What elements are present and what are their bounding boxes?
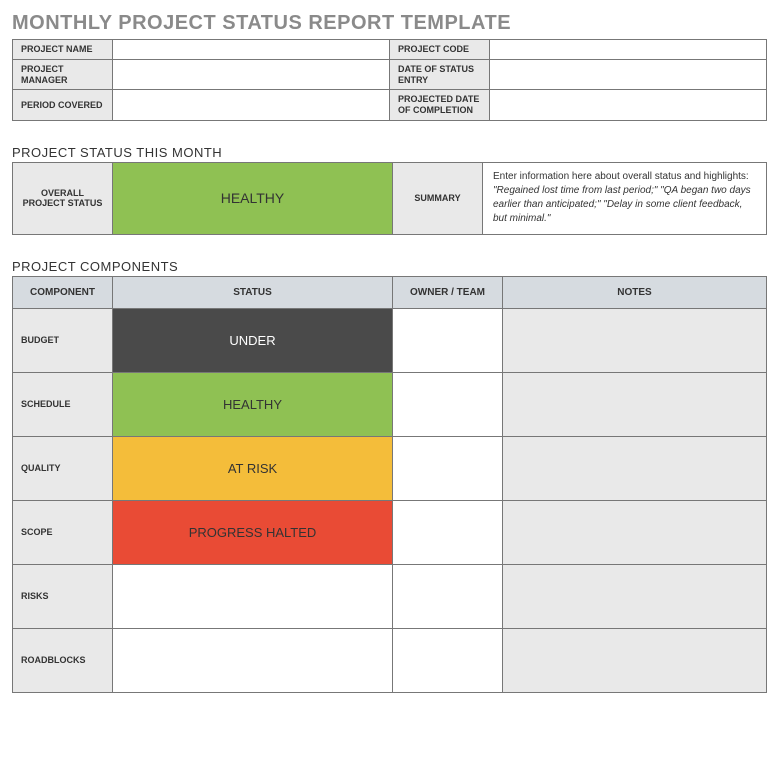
component-row: QUALITYAT RISK (13, 436, 767, 500)
col-notes: NOTES (503, 276, 767, 308)
component-row: BUDGETUNDER (13, 308, 767, 372)
component-row: SCHEDULEHEALTHY (13, 372, 767, 436)
meta-value[interactable] (113, 90, 390, 121)
summary-label: SUMMARY (393, 162, 483, 234)
meta-value[interactable] (490, 90, 767, 121)
meta-label: DATE OF STATUS ENTRY (390, 59, 490, 90)
component-owner[interactable] (393, 372, 503, 436)
component-label: RISKS (13, 564, 113, 628)
summary-lead: Enter information here about overall sta… (493, 171, 749, 182)
col-status: STATUS (113, 276, 393, 308)
component-status: HEALTHY (113, 372, 393, 436)
component-status: UNDER (113, 308, 393, 372)
meta-label: PROJECT NAME (13, 40, 113, 60)
status-heading: PROJECT STATUS THIS MONTH (12, 145, 767, 160)
component-notes[interactable] (503, 308, 767, 372)
component-label: SCHEDULE (13, 372, 113, 436)
component-owner[interactable] (393, 308, 503, 372)
components-heading: PROJECT COMPONENTS (12, 259, 767, 274)
component-notes[interactable] (503, 564, 767, 628)
component-row: RISKS (13, 564, 767, 628)
component-owner[interactable] (393, 628, 503, 692)
component-notes[interactable] (503, 436, 767, 500)
component-notes[interactable] (503, 500, 767, 564)
meta-table: PROJECT NAME PROJECT CODE PROJECT MANAGER D… (12, 39, 767, 121)
meta-value[interactable] (490, 40, 767, 60)
meta-value[interactable] (113, 59, 390, 90)
overall-status-label: OVERALL PROJECT STATUS (13, 162, 113, 234)
component-notes[interactable] (503, 628, 767, 692)
meta-label: PROJECT MANAGER (13, 59, 113, 90)
page-title: MONTHLY PROJECT STATUS REPORT TEMPLATE (12, 12, 767, 35)
component-label: ROADBLOCKS (13, 628, 113, 692)
col-owner: OWNER / TEAM (393, 276, 503, 308)
overall-status-value: HEALTHY (113, 162, 393, 234)
components-table: COMPONENT STATUS OWNER / TEAM NOTES BUDG… (12, 276, 767, 693)
meta-label: PROJECTED DATE OF COMPLETION (390, 90, 490, 121)
component-status (113, 564, 393, 628)
component-notes[interactable] (503, 372, 767, 436)
meta-label: PERIOD COVERED (13, 90, 113, 121)
component-row: SCOPEPROGRESS HALTED (13, 500, 767, 564)
component-owner[interactable] (393, 436, 503, 500)
component-row: ROADBLOCKS (13, 628, 767, 692)
component-status: PROGRESS HALTED (113, 500, 393, 564)
summary-text: Enter information here about overall sta… (483, 162, 767, 234)
component-status (113, 628, 393, 692)
meta-value[interactable] (113, 40, 390, 60)
summary-body: "Regained lost time from last period;" "… (493, 185, 751, 224)
component-label: SCOPE (13, 500, 113, 564)
component-label: BUDGET (13, 308, 113, 372)
component-owner[interactable] (393, 564, 503, 628)
col-component: COMPONENT (13, 276, 113, 308)
status-table: OVERALL PROJECT STATUS HEALTHY SUMMARY E… (12, 162, 767, 235)
meta-value[interactable] (490, 59, 767, 90)
meta-label: PROJECT CODE (390, 40, 490, 60)
component-label: QUALITY (13, 436, 113, 500)
component-status: AT RISK (113, 436, 393, 500)
component-owner[interactable] (393, 500, 503, 564)
